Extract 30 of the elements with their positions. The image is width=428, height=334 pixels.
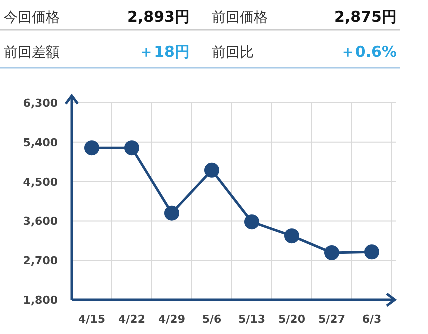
y-tick-label: 3,600 (23, 215, 58, 228)
text: 2,893円 (128, 8, 190, 26)
y-tick-label: 6,300 (23, 97, 58, 110)
text: 前回価格 (212, 10, 268, 26)
point (284, 228, 300, 244)
point (364, 244, 380, 260)
text: 2,875円 (334, 8, 397, 26)
y-tick-label: 1,800 (23, 294, 58, 307)
point (124, 140, 140, 156)
x-tick-label: 5/6 (202, 313, 222, 326)
x-tick-label: 4/29 (158, 313, 186, 326)
point (164, 206, 180, 221)
text: 前回比 (212, 45, 254, 61)
text: 今回価格 (4, 10, 60, 26)
point (324, 245, 340, 260)
x-tick-label: 5/27 (318, 313, 346, 326)
text: ＋18円 (139, 43, 190, 61)
x-tick-label: 4/22 (118, 313, 146, 326)
point (204, 162, 220, 178)
text: 前回差額 (4, 45, 60, 61)
x-tick-label: 5/13 (238, 313, 266, 326)
y-tick-label: 4,500 (23, 176, 58, 189)
x-tick-label: 5/20 (278, 313, 306, 326)
y-tick-label: 5,400 (23, 136, 58, 150)
point (244, 214, 260, 230)
text: ＋0.6% (340, 43, 397, 61)
y-tick-label: 2,700 (23, 254, 58, 268)
x-tick-label: 4/15 (78, 313, 106, 326)
x-tick-label: 6/3 (362, 313, 382, 326)
point (84, 140, 100, 156)
